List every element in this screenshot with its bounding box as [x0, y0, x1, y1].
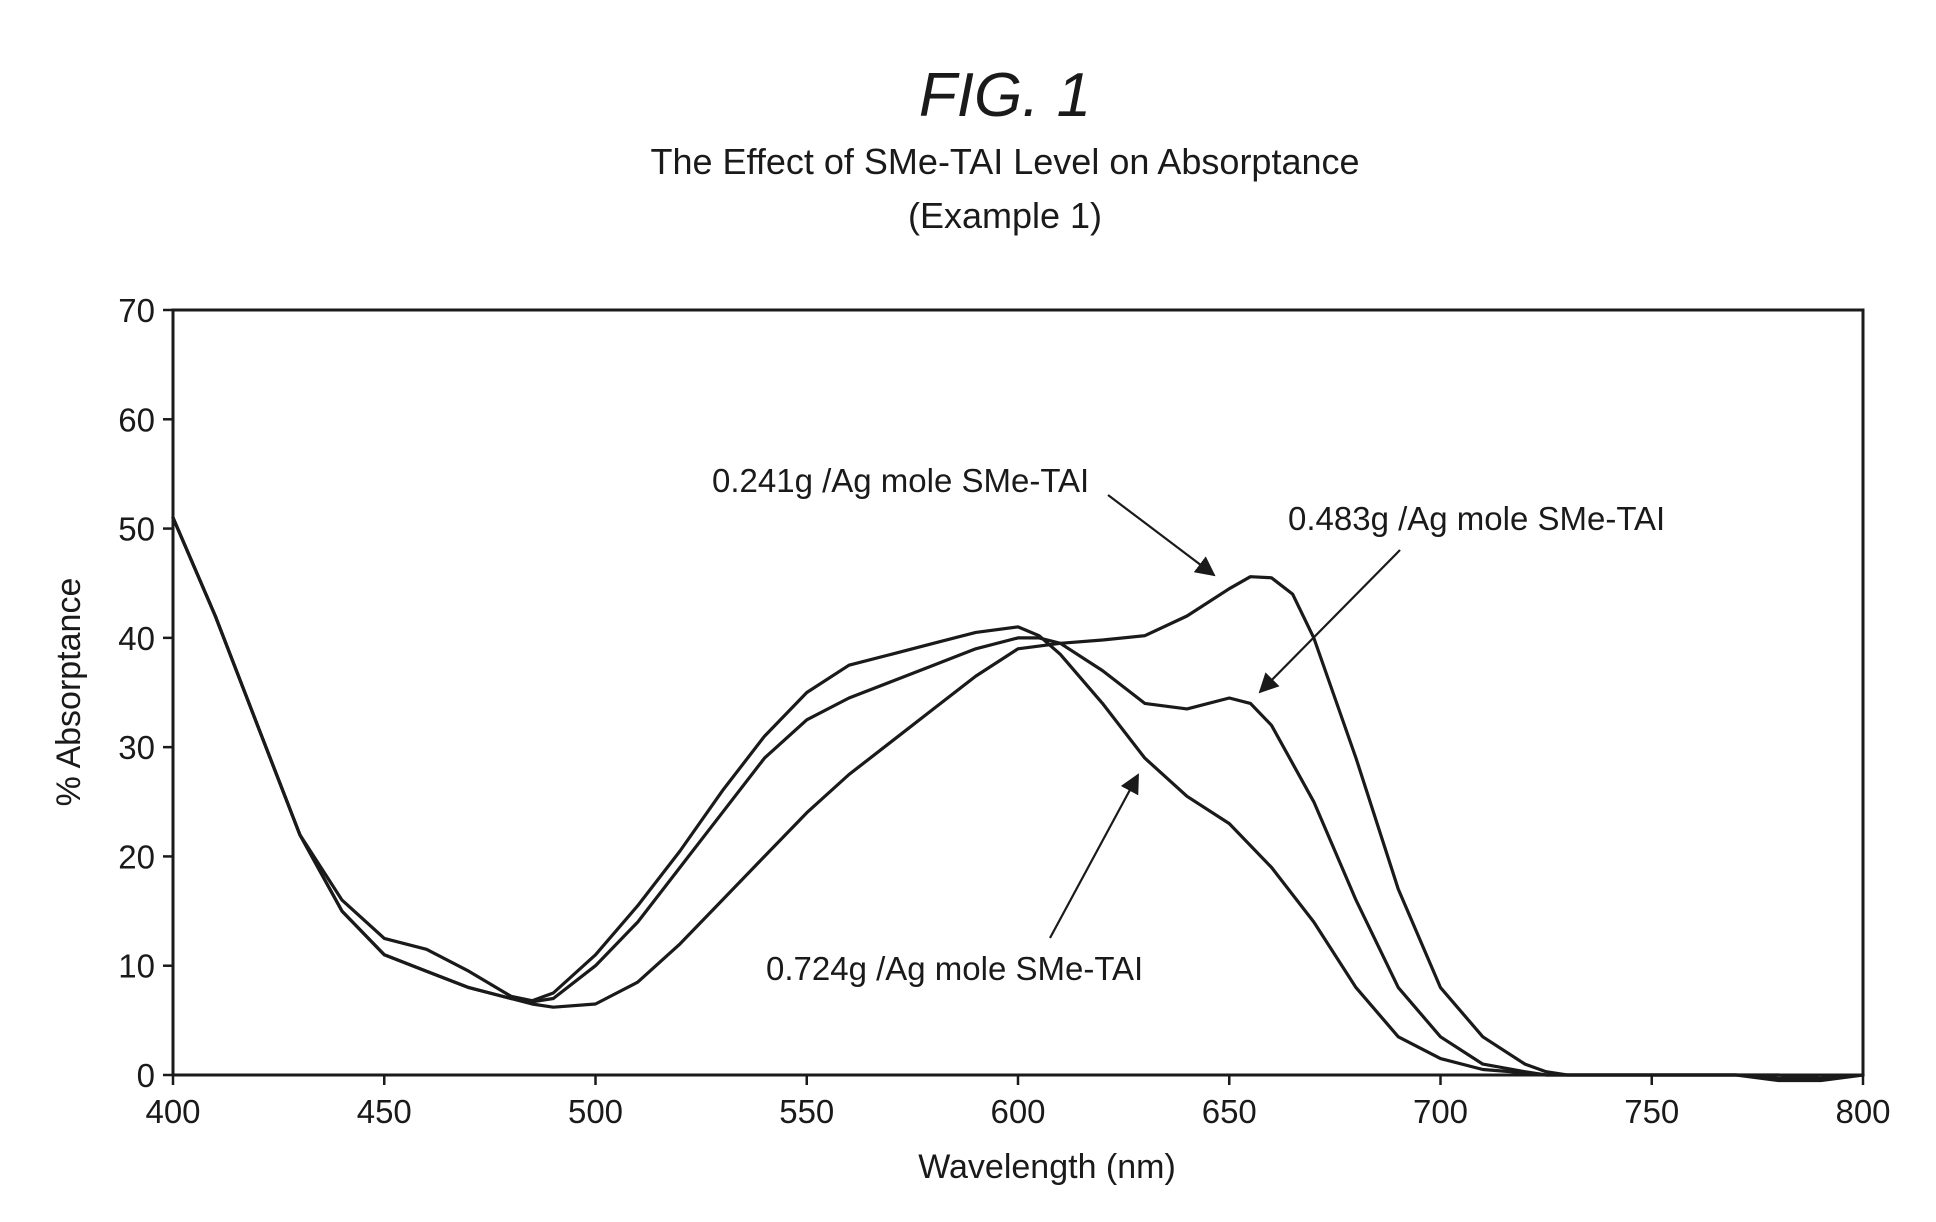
x-tick-label: 450	[357, 1093, 412, 1130]
y-tick-label: 60	[118, 401, 155, 438]
y-tick-label: 40	[118, 620, 155, 657]
x-tick-label: 800	[1835, 1093, 1890, 1130]
chart-title: The Effect of SMe-TAI Level on Absorptan…	[650, 141, 1359, 182]
annotation-arrow-0483	[1260, 550, 1400, 692]
y-tick-label: 0	[137, 1057, 155, 1094]
x-tick-label: 550	[779, 1093, 834, 1130]
x-axis: 400 450 500 550 600 650 700 750 800	[145, 1075, 1890, 1130]
y-tick-label: 50	[118, 511, 155, 548]
annotation-0241: 0.241g /Ag mole SMe-TAI	[712, 462, 1214, 575]
x-tick-label: 400	[145, 1093, 200, 1130]
annotation-arrow-0724	[1050, 775, 1138, 938]
y-tick-label: 70	[118, 292, 155, 329]
series-line-2	[173, 518, 1863, 1079]
annotation-arrow-0241	[1108, 495, 1214, 575]
y-axis: 0 10 20 30 40 50 60 70	[118, 292, 173, 1094]
annotation-label-0241: 0.241g /Ag mole SMe-TAI	[712, 462, 1089, 499]
x-tick-label: 750	[1624, 1093, 1679, 1130]
annotation-label-0483: 0.483g /Ag mole SMe-TAI	[1288, 500, 1665, 537]
y-axis-title: % Absorptance	[50, 578, 88, 807]
x-axis-title: Wavelength (nm)	[918, 1148, 1176, 1186]
figure-label: FIG. 1	[919, 61, 1091, 130]
series-line-1	[173, 518, 1863, 1079]
x-tick-label: 600	[990, 1093, 1045, 1130]
series-line-3	[173, 518, 1863, 1081]
x-tick-label: 500	[568, 1093, 623, 1130]
annotation-label-0724: 0.724g /Ag mole SMe-TAI	[766, 950, 1143, 987]
y-tick-label: 20	[118, 838, 155, 875]
y-tick-label: 10	[118, 948, 155, 985]
series-layer	[173, 518, 1863, 1081]
chart-subtitle: (Example 1)	[908, 195, 1102, 236]
y-tick-label: 30	[118, 729, 155, 766]
annotation-0483: 0.483g /Ag mole SMe-TAI	[1260, 500, 1665, 692]
annotation-0724: 0.724g /Ag mole SMe-TAI	[766, 775, 1143, 987]
x-tick-label: 650	[1202, 1093, 1257, 1130]
x-tick-label: 700	[1413, 1093, 1468, 1130]
